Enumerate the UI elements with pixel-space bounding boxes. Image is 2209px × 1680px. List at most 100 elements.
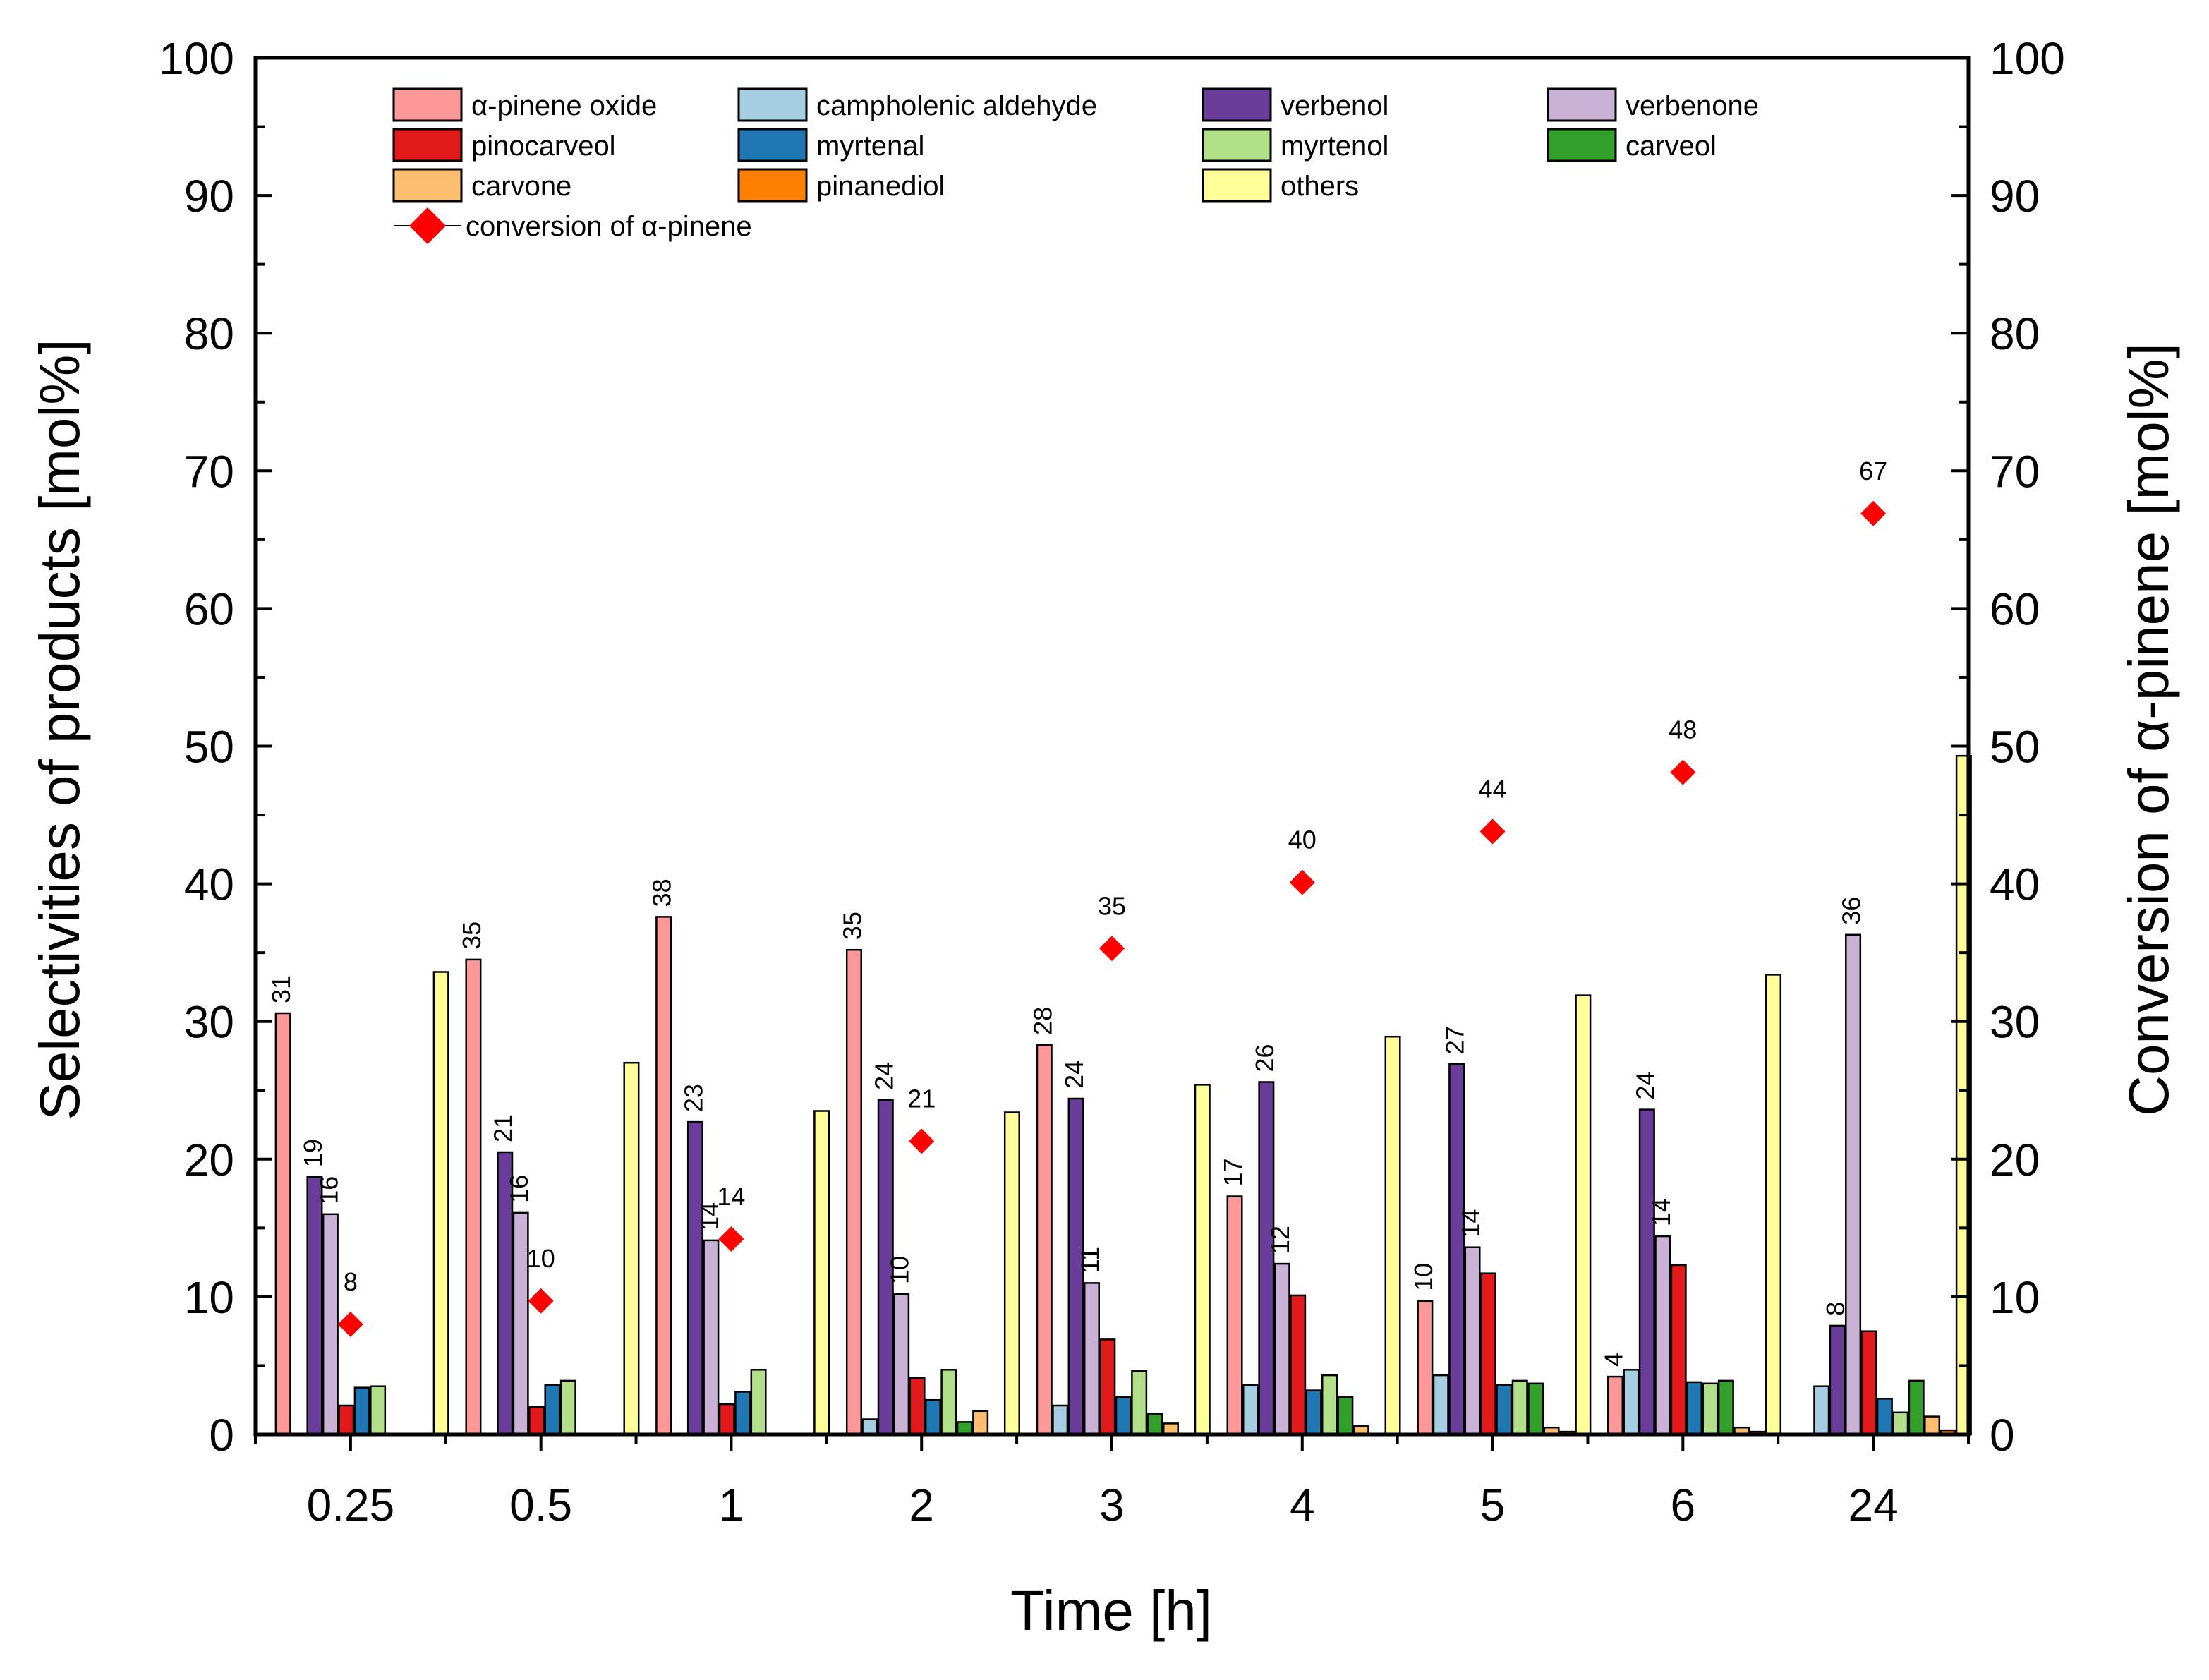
bar-label-3-cat-1: 19 xyxy=(298,1139,327,1167)
bar-label-4-cat-3: 14 xyxy=(695,1202,724,1231)
conversion-label-2: 10 xyxy=(527,1244,555,1273)
conversion-point-9 xyxy=(1860,500,1887,526)
x-tick-label-3: 1 xyxy=(719,1480,744,1530)
bar-7-cat-2 xyxy=(559,1379,576,1436)
bar-4-cat-2 xyxy=(512,1211,529,1436)
legend-conversion-label: conversion of α-pinene xyxy=(466,211,752,242)
bar-label-4-cat-8: 14 xyxy=(1647,1198,1676,1226)
bar-label-4-cat-5: 11 xyxy=(1076,1247,1105,1273)
bar-label-4-cat-6: 12 xyxy=(1266,1226,1295,1254)
legend-swatch-3 xyxy=(1202,87,1272,122)
bar-6-cat-7 xyxy=(1496,1384,1513,1436)
y2-tick-label-right-6: 60 xyxy=(1990,584,2040,634)
bar-label-3-cat-7: 27 xyxy=(1441,1026,1470,1054)
legend-label-3: verbenol xyxy=(1281,90,1388,121)
bar-2-cat-5 xyxy=(1052,1404,1069,1436)
conversion-label-6: 40 xyxy=(1288,826,1317,854)
bar-6-cat-9 xyxy=(1876,1398,1893,1436)
bar-2-cat-4 xyxy=(861,1418,878,1436)
bar-label-4-cat-1: 16 xyxy=(314,1176,343,1204)
bar-7-cat-6 xyxy=(1321,1374,1338,1436)
legend-swatch-11 xyxy=(1202,168,1272,203)
bar-1-cat-6 xyxy=(1226,1195,1243,1436)
bar-5-cat-9 xyxy=(1860,1330,1877,1436)
y2-tick-label-right-3: 30 xyxy=(1990,997,2040,1048)
x-tick-label-1: 0.25 xyxy=(307,1480,395,1530)
bar-label-4-cat-2: 16 xyxy=(504,1175,533,1203)
bar-8-cat-6 xyxy=(1337,1396,1354,1436)
y2-tick-label-right-7: 70 xyxy=(1990,446,2040,497)
bar-5-cat-5 xyxy=(1099,1338,1116,1436)
bar-7-cat-4 xyxy=(940,1369,957,1436)
y-tick-label-left-6: 60 xyxy=(184,584,234,634)
bar-4-cat-6 xyxy=(1273,1262,1290,1436)
conversion-label-5: 35 xyxy=(1098,891,1126,920)
bar-11-cat-7 xyxy=(1575,994,1592,1436)
bar-1-cat-3 xyxy=(655,916,672,1436)
legend-label-4: verbenone xyxy=(1626,90,1759,121)
bar-7-cat-1 xyxy=(370,1385,387,1436)
bar-2-cat-7 xyxy=(1432,1374,1449,1436)
bar-6-cat-3 xyxy=(734,1391,751,1436)
bar-3-cat-7 xyxy=(1448,1063,1465,1436)
y-tick-label-left-8: 80 xyxy=(184,308,234,359)
y2-tick-label-right-9: 90 xyxy=(1990,171,2040,222)
legend-swatch-7 xyxy=(1202,128,1272,162)
y2-tick-label-right-1: 10 xyxy=(1990,1272,2040,1323)
legend-swatch-5 xyxy=(392,128,463,162)
bar-8-cat-8 xyxy=(1717,1379,1734,1436)
legend-label-2: campholenic aldehyde xyxy=(816,90,1097,121)
legend-swatch-4 xyxy=(1547,87,1617,122)
bar-4-cat-3 xyxy=(703,1239,720,1436)
bar-4-cat-8 xyxy=(1654,1235,1671,1436)
bar-11-cat-6 xyxy=(1384,1035,1401,1436)
bar-7-cat-5 xyxy=(1131,1370,1148,1436)
legend-swatch-2 xyxy=(737,87,808,122)
bar-2-cat-6 xyxy=(1242,1384,1259,1436)
conversion-point-3 xyxy=(718,1226,744,1252)
y2-tick-label-right-2: 20 xyxy=(1990,1135,2040,1185)
y2-tick-label-right-0: 0 xyxy=(1990,1410,2015,1461)
y2-axis-title: Conversion of α-pinene [mol%] xyxy=(2117,343,2180,1116)
conversion-point-8 xyxy=(1670,759,1696,785)
conversion-point-1 xyxy=(337,1311,363,1337)
bar-label-1-cat-5: 28 xyxy=(1028,1007,1057,1035)
bar-label-3-cat-3: 23 xyxy=(679,1084,708,1112)
legend: α-pinene oxide campholenic aldehyde verben… xyxy=(392,87,1759,244)
legend-swatch-9 xyxy=(392,168,463,203)
bar-1-cat-2 xyxy=(465,958,482,1436)
legend-label-10: pinanediol xyxy=(816,171,945,202)
bar-2-cat-8 xyxy=(1623,1369,1640,1436)
bar-5-cat-1 xyxy=(338,1404,355,1436)
y-tick-label-left-10: 100 xyxy=(159,33,234,84)
bar-7-cat-9 xyxy=(1892,1411,1909,1436)
legend-label-5: pinocarveol xyxy=(471,131,616,162)
bars-layer: 3119163521163823143524102824111726121027… xyxy=(267,754,1972,1436)
bar-1-cat-1 xyxy=(274,1012,291,1436)
conversion-label-4: 21 xyxy=(907,1084,936,1113)
conversion-label-7: 44 xyxy=(1479,775,1507,804)
y-tick-label-left-9: 90 xyxy=(184,171,234,222)
x-axis-title: Time [h] xyxy=(1010,1579,1212,1642)
bar-label-1-cat-7: 10 xyxy=(1409,1263,1438,1291)
x-tick-label-6: 4 xyxy=(1290,1480,1315,1530)
bar-3-cat-8 xyxy=(1638,1108,1655,1436)
legend-swatch-8 xyxy=(1547,128,1617,162)
bar-6-cat-2 xyxy=(544,1384,561,1436)
bar-3-cat-9 xyxy=(1829,1324,1846,1436)
bar-label-3-cat-6: 26 xyxy=(1250,1044,1279,1072)
bar-11-cat-2 xyxy=(623,1061,640,1436)
conversion-point-6 xyxy=(1289,869,1315,895)
conversion-point-7 xyxy=(1479,818,1506,845)
x-tick-label-9: 24 xyxy=(1848,1480,1899,1530)
bar-6-cat-6 xyxy=(1305,1389,1322,1436)
bar-label-1-cat-6: 17 xyxy=(1218,1158,1247,1186)
bar-4-cat-9 xyxy=(1845,933,1862,1436)
bar-label-1-cat-1: 31 xyxy=(267,975,296,1003)
y-tick-label-left-1: 10 xyxy=(184,1272,234,1323)
bar-8-cat-9 xyxy=(1908,1379,1925,1436)
bar-9-cat-4 xyxy=(972,1410,989,1436)
conversion-point-2 xyxy=(528,1288,554,1314)
